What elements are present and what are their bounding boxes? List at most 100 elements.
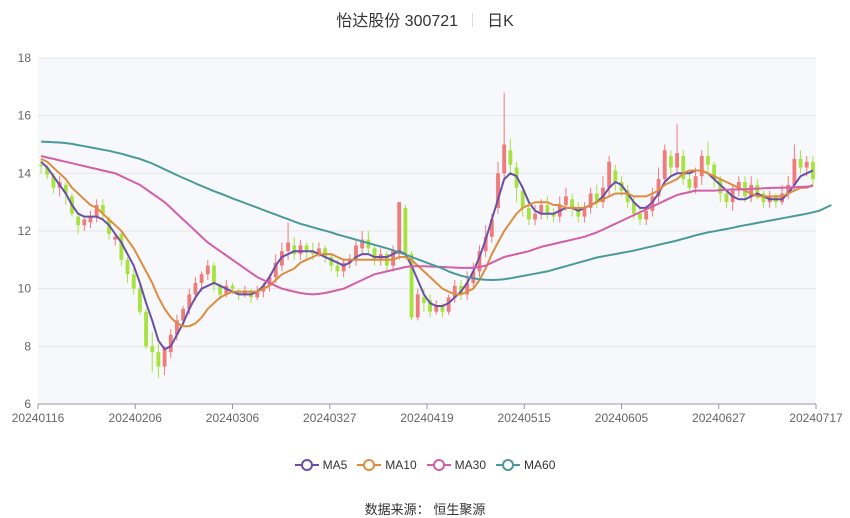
legend-item-ma30[interactable]: MA30 bbox=[426, 458, 487, 472]
x-tick-label: 20240419 bbox=[400, 411, 454, 425]
y-tick-label: 18 bbox=[18, 51, 32, 65]
legend-marker bbox=[294, 459, 319, 471]
candle bbox=[150, 331, 155, 373]
candle bbox=[582, 202, 587, 223]
x-tick-label: 20240116 bbox=[12, 411, 65, 425]
candle bbox=[576, 202, 581, 223]
x-tick-label: 20240627 bbox=[692, 411, 746, 425]
legend-label: MA60 bbox=[524, 458, 556, 472]
moving-average-lines bbox=[40, 140, 832, 351]
legend: MA5 MA10 MA30 MA60 bbox=[0, 458, 850, 475]
chart-title: 怡达股份 300721 日K bbox=[0, 7, 850, 31]
candle bbox=[292, 236, 297, 260]
source-label: 数据来源： bbox=[364, 502, 430, 517]
candle bbox=[798, 150, 803, 174]
legend-label: MA5 bbox=[322, 458, 348, 472]
candle bbox=[693, 167, 698, 194]
candle bbox=[761, 190, 766, 208]
candle bbox=[502, 92, 507, 180]
x-tick-label: 20240605 bbox=[595, 411, 649, 425]
candle bbox=[810, 156, 815, 185]
candle bbox=[712, 161, 717, 188]
candle bbox=[699, 150, 704, 185]
candle bbox=[273, 254, 278, 283]
candle bbox=[613, 164, 618, 191]
candle bbox=[675, 124, 679, 174]
candle bbox=[329, 254, 334, 272]
candle bbox=[212, 262, 216, 292]
data-source: 数据来源： 恒生聚源 bbox=[0, 499, 850, 518]
candle bbox=[662, 144, 667, 185]
candle bbox=[137, 282, 142, 315]
candle bbox=[360, 231, 365, 255]
candle bbox=[446, 294, 451, 315]
legend-item-ma60[interactable]: MA60 bbox=[496, 458, 555, 472]
y-tick-label: 16 bbox=[18, 109, 32, 123]
candle bbox=[255, 285, 260, 301]
candle bbox=[607, 156, 612, 197]
candle bbox=[39, 158, 44, 174]
candle bbox=[94, 199, 99, 223]
x-tick-label: 20240327 bbox=[303, 411, 357, 425]
x-tick-label: 20240515 bbox=[498, 411, 552, 425]
candle bbox=[687, 173, 692, 194]
y-tick-label: 14 bbox=[18, 166, 32, 180]
y-axis: 6 8 10 12 14 16 18 bbox=[18, 51, 32, 411]
series-line-ma60 bbox=[41, 140, 832, 281]
legend-item-ma5[interactable]: MA5 bbox=[294, 458, 348, 472]
title-separator bbox=[472, 13, 474, 27]
y-tick-label: 12 bbox=[18, 224, 32, 238]
legend-item-ma10[interactable]: MA10 bbox=[357, 458, 417, 472]
legend-marker bbox=[426, 459, 451, 471]
gridlines bbox=[38, 57, 816, 405]
candle bbox=[656, 167, 661, 203]
series-line-ma10 bbox=[40, 157, 814, 328]
candle bbox=[625, 184, 630, 208]
candle bbox=[736, 176, 741, 197]
title-period: 日K bbox=[487, 13, 514, 30]
candle bbox=[347, 254, 352, 269]
candle bbox=[668, 150, 673, 177]
candle bbox=[113, 233, 118, 246]
candle bbox=[372, 245, 377, 266]
candle bbox=[144, 308, 148, 350]
y-tick-label: 6 bbox=[24, 397, 31, 411]
x-axis: 20240116 20240206 20240306 20240327 20240419… bbox=[12, 403, 843, 425]
legend-marker bbox=[357, 459, 382, 471]
x-tick-label: 20240306 bbox=[206, 411, 260, 425]
candle bbox=[162, 346, 167, 376]
legend-label: MA10 bbox=[385, 458, 417, 472]
candle bbox=[88, 210, 93, 229]
candle bbox=[82, 216, 87, 231]
candle bbox=[570, 193, 575, 217]
candle bbox=[409, 251, 414, 321]
candle bbox=[588, 187, 593, 214]
legend-label: MA30 bbox=[454, 458, 487, 472]
series-line-ma30 bbox=[40, 155, 813, 296]
candle bbox=[131, 268, 136, 295]
candle bbox=[415, 288, 420, 321]
candle bbox=[298, 239, 303, 260]
candle bbox=[156, 343, 161, 379]
source-name: 恒生聚源 bbox=[433, 502, 486, 517]
x-tick-label: 20240206 bbox=[109, 411, 163, 425]
candle bbox=[533, 205, 537, 226]
title-stock: 怡达股份 300721 bbox=[336, 13, 459, 30]
candle bbox=[168, 329, 173, 358]
candle bbox=[477, 245, 482, 278]
candle bbox=[545, 196, 550, 220]
candle bbox=[341, 259, 346, 278]
candle bbox=[508, 138, 513, 174]
candle bbox=[724, 190, 729, 208]
y-tick-label: 10 bbox=[18, 282, 32, 296]
y-tick-label: 8 bbox=[24, 339, 31, 353]
candle bbox=[452, 280, 457, 304]
candle bbox=[100, 199, 105, 220]
x-tick-label: 20240717 bbox=[789, 411, 843, 425]
candle bbox=[428, 294, 433, 318]
candle bbox=[76, 213, 81, 234]
candle bbox=[594, 184, 599, 208]
candle bbox=[706, 141, 710, 174]
candle bbox=[434, 300, 439, 315]
